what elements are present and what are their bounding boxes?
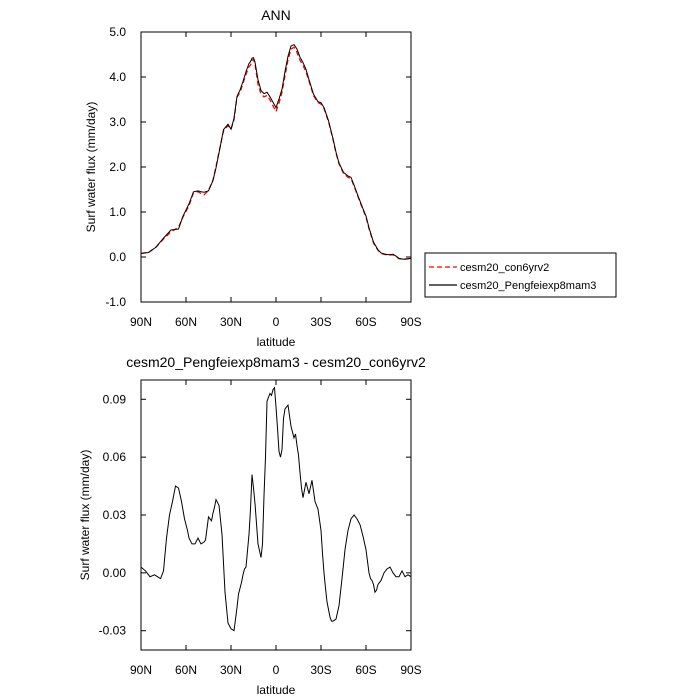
legend-label-cesm20-pengfeiexp8mam3: cesm20_Pengfeiexp8mam3 — [460, 280, 596, 292]
x-tick-label: 90S — [400, 663, 421, 677]
legend-box — [424, 252, 617, 298]
x-tick-label: 30N — [220, 663, 242, 677]
y-tick-label: 3.0 — [109, 115, 126, 129]
x-tick-label: 30S — [310, 663, 331, 677]
top-x-axis-label: latitude — [257, 335, 296, 349]
bottom-x-ticks: 90N 60N 30N 0 30S 60S 90S — [130, 380, 422, 677]
bottom-plot-frame — [140, 379, 412, 651]
top-series — [140, 43, 412, 260]
x-tick-label: 90S — [400, 315, 421, 329]
y-tick-label: 4.0 — [109, 70, 126, 84]
y-tick-label: 2.0 — [109, 160, 126, 174]
y-tick-label: 0.06 — [103, 450, 127, 464]
bottom-x-axis-label: latitude — [257, 683, 296, 697]
top-chart: ANN -1.0 0.0 1.0 2.0 3.0 4.0 5.0 90N 60N 30N 0 30S… — [84, 7, 422, 349]
x-tick-label: 90N — [130, 315, 152, 329]
x-tick-label: 90N — [130, 663, 152, 677]
series-line-difference-0 — [140, 386, 412, 632]
bottom-chart-title: cesm20_Pengfeiexp8mam3 - cesm20_con6yrv2 — [126, 354, 426, 370]
y-tick-label: -0.03 — [99, 624, 127, 638]
x-tick-label: 30N — [220, 315, 242, 329]
x-tick-label: 60N — [175, 315, 197, 329]
y-tick-label: 0.03 — [103, 508, 127, 522]
top-chart-title: ANN — [261, 7, 291, 23]
top-plot-frame — [140, 31, 412, 303]
series-line-cesm20-pengfeiexp8mam3 — [140, 43, 412, 260]
x-tick-label: 60S — [355, 315, 376, 329]
y-tick-label: 5.0 — [109, 25, 126, 39]
x-tick-label: 0 — [273, 663, 280, 677]
legend: cesm20_con6yrv2 cesm20_Pengfeiexp8mam3 — [424, 252, 617, 298]
top-y-axis-label: Surf water flux (mm/day) — [84, 102, 98, 233]
y-tick-label: 0.09 — [103, 392, 127, 406]
bottom-series — [140, 386, 412, 632]
top-y-ticks: -1.0 0.0 1.0 2.0 3.0 4.0 5.0 — [105, 25, 411, 309]
y-tick-label: 0.0 — [109, 250, 126, 264]
x-tick-label: 30S — [310, 315, 331, 329]
bottom-y-ticks: -0.03 0.00 0.03 0.06 0.09 — [99, 392, 411, 638]
x-tick-label: 60S — [355, 663, 376, 677]
bottom-chart: cesm20_Pengfeiexp8mam3 - cesm20_con6yrv2… — [78, 354, 426, 697]
legend-label-cesm20-con6yrv2: cesm20_con6yrv2 — [460, 262, 549, 274]
y-tick-label: 1.0 — [109, 205, 126, 219]
y-tick-label: -1.0 — [105, 295, 126, 309]
y-tick-label: 0.00 — [103, 566, 127, 580]
x-tick-label: 60N — [175, 663, 197, 677]
top-x-ticks: 90N 60N 30N 0 30S 60S 90S — [130, 32, 422, 329]
bottom-y-axis-label: Surf water flux (mm/day) — [78, 450, 92, 581]
series-line-cesm20-con6yrv2 — [140, 46, 412, 260]
x-tick-label: 0 — [273, 315, 280, 329]
